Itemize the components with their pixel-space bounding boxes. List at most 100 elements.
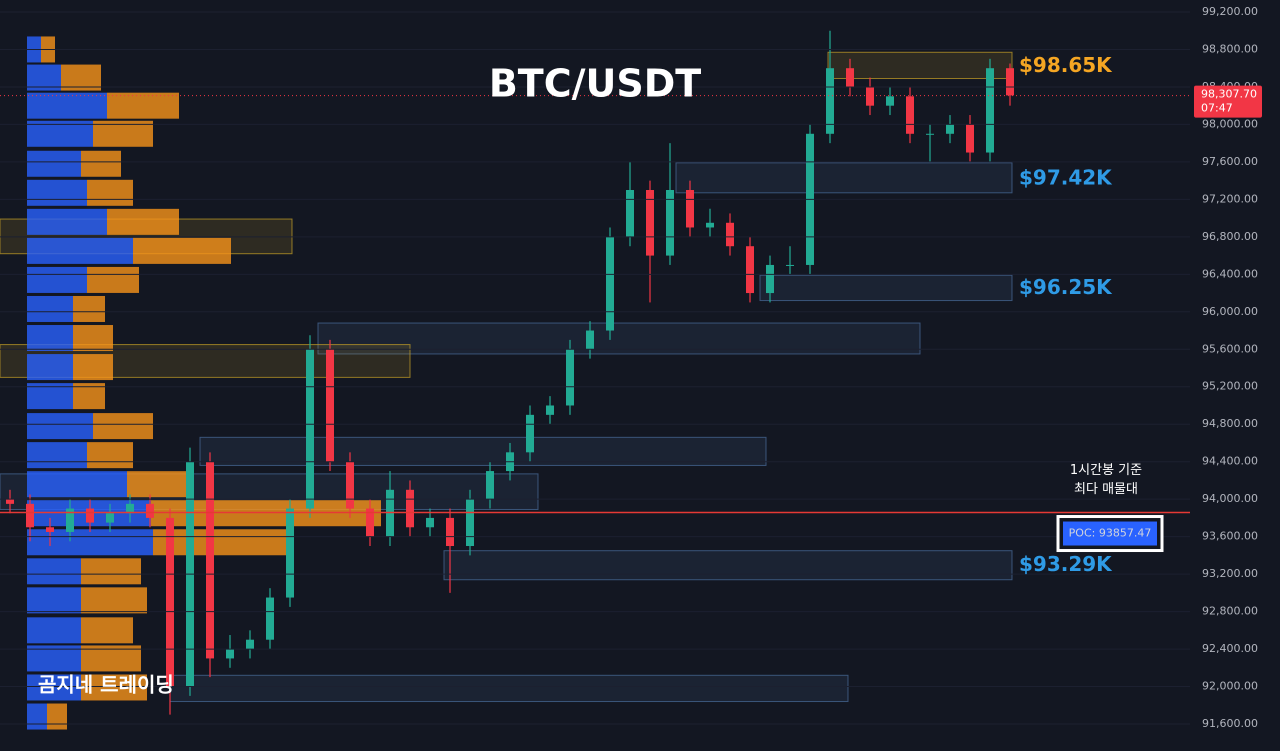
profile-sell <box>81 587 147 614</box>
profile-sell <box>93 413 153 440</box>
candle-body <box>486 471 494 500</box>
poc-note: 1시간봉 기준 <box>1070 463 1142 478</box>
profile-buy <box>27 120 93 147</box>
profile-buy <box>27 617 81 644</box>
profile-sell <box>133 237 231 264</box>
y-tick-label: 96,400.00 <box>1202 267 1258 280</box>
poc-fill <box>1063 521 1157 546</box>
profile-buy <box>27 266 87 293</box>
candle-body <box>626 189 634 237</box>
y-tick-label: 96,800.00 <box>1202 230 1258 243</box>
candle-body <box>726 222 734 247</box>
candle-body <box>286 508 294 598</box>
watermark: 곰지네 트레이딩 <box>38 673 174 697</box>
last-price-box <box>1194 85 1262 118</box>
profile-sell <box>107 208 179 235</box>
profile-buy <box>27 383 73 410</box>
profile-buy <box>27 471 127 498</box>
chart-title: BTC/USDT <box>489 62 701 106</box>
candle-body <box>306 349 314 509</box>
profile-sell <box>47 703 67 730</box>
candle-body <box>246 639 254 650</box>
candle-body <box>206 461 214 659</box>
price-label: $97.42K <box>1019 165 1113 189</box>
y-tick-label: 97,200.00 <box>1202 192 1258 205</box>
profile-sell <box>81 617 133 644</box>
profile-sell <box>73 383 105 410</box>
profile-buy <box>27 150 81 177</box>
candle-body <box>466 499 474 547</box>
profile-buy <box>27 295 73 322</box>
profile-sell <box>81 645 141 672</box>
candle-body <box>906 96 914 134</box>
zone <box>827 51 1013 80</box>
zone <box>443 550 1013 581</box>
candle-body <box>566 349 574 406</box>
y-tick-label: 98,000.00 <box>1202 117 1258 130</box>
zone <box>169 674 849 703</box>
profile-buy <box>27 674 81 701</box>
candle-body <box>686 189 694 228</box>
y-tick-label: 97,600.00 <box>1202 155 1258 168</box>
y-tick-label: 92,400.00 <box>1202 642 1258 655</box>
candle-body <box>166 517 174 687</box>
candle-body <box>966 124 974 153</box>
zone <box>199 436 767 466</box>
overlay: $98.65K $97.42K $96.25K $93.29K POC: 93857.4… <box>0 53 1262 576</box>
profile-buy <box>27 558 81 585</box>
profile-sell <box>153 529 293 556</box>
profile-sell <box>93 120 153 147</box>
price-label: $96.25K <box>1019 275 1113 299</box>
candle-body <box>826 68 834 134</box>
candle-body <box>146 503 154 518</box>
last-price-label: 98,307.70 <box>1201 88 1257 101</box>
candle-body <box>926 133 934 135</box>
candle-body <box>26 503 34 528</box>
candle-body <box>86 508 94 523</box>
profile-buy <box>27 442 87 469</box>
profile-sell <box>81 150 121 177</box>
candle-body <box>766 264 774 294</box>
price-label: $93.29K <box>1019 552 1113 576</box>
zone <box>675 162 1013 194</box>
y-tick-label: 94,800.00 <box>1202 417 1258 430</box>
profile-sell <box>87 442 133 469</box>
candle-body <box>366 508 374 537</box>
profile-sell <box>73 295 105 322</box>
candle-body <box>986 68 994 153</box>
candle-body <box>266 597 274 640</box>
y-tick-label: 92,000.00 <box>1202 680 1258 693</box>
profile-sell <box>73 354 113 381</box>
profile-buy <box>27 529 153 556</box>
candle-body <box>866 86 874 106</box>
profile-buy <box>27 92 107 119</box>
profile-sell <box>61 64 101 91</box>
profile-buy <box>27 587 81 614</box>
poc-label: POC: 93857.47 <box>1069 527 1152 540</box>
candle-body <box>846 68 854 87</box>
profile-sell <box>87 179 133 206</box>
candle-body <box>126 503 134 514</box>
candle-body <box>106 513 114 523</box>
candle-body <box>786 264 794 266</box>
candle-body <box>446 517 454 547</box>
candle-body <box>326 349 334 462</box>
candle-body <box>526 414 534 453</box>
candle-body <box>886 96 894 106</box>
y-tick-label: 92,800.00 <box>1202 605 1258 618</box>
profile-buy <box>27 179 87 206</box>
profile-buy <box>27 645 81 672</box>
candle-body <box>666 189 674 256</box>
y-tick-label: 95,200.00 <box>1202 380 1258 393</box>
candle-body <box>6 499 14 504</box>
profile-sell <box>87 266 139 293</box>
profile-buy <box>27 354 73 381</box>
candle-body <box>66 508 74 532</box>
profile-sell <box>81 558 141 585</box>
profile-buy <box>27 208 107 235</box>
candle-body <box>226 649 234 659</box>
poc-note: 최다 매물대 <box>1074 482 1138 497</box>
y-tick-label: 93,600.00 <box>1202 530 1258 543</box>
zone <box>759 274 1013 302</box>
profile-buy <box>27 703 47 730</box>
